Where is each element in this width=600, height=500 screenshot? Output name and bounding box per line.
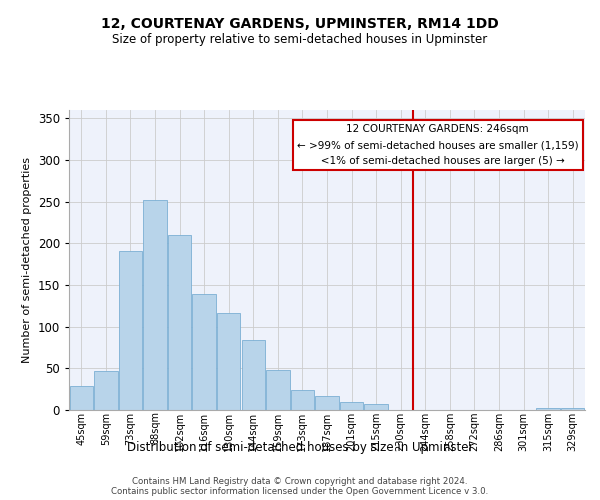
Bar (70, 386, 93, 410)
Text: Contains HM Land Registry data © Crown copyright and database right 2024.: Contains HM Land Registry data © Crown c… (132, 476, 468, 486)
Bar (536, 408, 560, 410)
Bar (242, 340, 265, 410)
Bar (119, 251, 142, 410)
Text: Contains public sector information licensed under the Open Government Licence v : Contains public sector information licen… (112, 486, 488, 496)
Bar (193, 294, 216, 410)
Y-axis label: Number of semi-detached properties: Number of semi-detached properties (22, 157, 32, 363)
Bar (94, 371, 118, 410)
Text: 12 COURTENAY GARDENS: 246sqm
← >99% of semi-detached houses are smaller (1,159)
: 12 COURTENAY GARDENS: 246sqm ← >99% of s… (297, 124, 578, 166)
Bar (561, 408, 584, 410)
Bar (143, 200, 167, 410)
Text: 12, COURTENAY GARDENS, UPMINSTER, RM14 1DD: 12, COURTENAY GARDENS, UPMINSTER, RM14 1… (101, 18, 499, 32)
Bar (266, 370, 290, 410)
Text: Distribution of semi-detached houses by size in Upminster: Distribution of semi-detached houses by … (127, 441, 473, 454)
Bar (168, 235, 191, 410)
Bar (291, 390, 314, 410)
Bar (364, 404, 388, 410)
Bar (217, 312, 241, 410)
Text: Size of property relative to semi-detached houses in Upminster: Size of property relative to semi-detach… (112, 32, 488, 46)
Bar (340, 402, 363, 410)
Bar (316, 396, 338, 410)
